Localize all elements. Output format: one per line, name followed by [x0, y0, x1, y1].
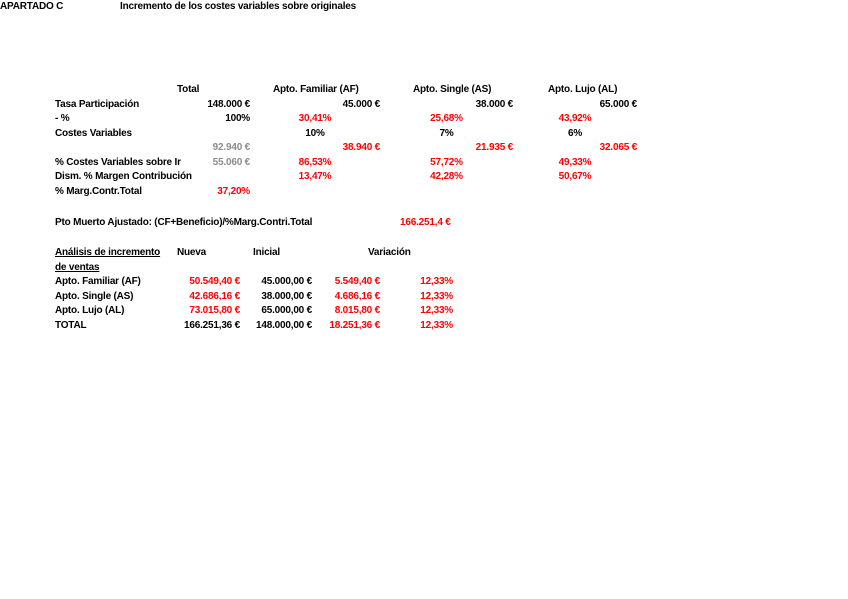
cell-as: 57,72%	[430, 156, 463, 168]
row-label: Apto. Lujo (AL)	[55, 305, 125, 316]
empty-cell	[250, 185, 380, 200]
cell-nueva: 50.549,40 €	[189, 276, 240, 287]
column-header-variacion: Variación	[368, 247, 411, 258]
empty-cell	[380, 261, 453, 276]
cell-as: 38.000 €	[475, 98, 514, 110]
cell-variacion-pct: 12,33%	[420, 305, 453, 316]
cell-total: 148.000 €	[207, 98, 250, 110]
cell-al: 50,67%	[558, 171, 592, 182]
cell-al: 6%	[567, 127, 583, 139]
cell-total: 37,20%	[217, 185, 250, 197]
column-header-nueva: Nueva	[177, 247, 207, 258]
cell-total: 100%	[225, 113, 250, 124]
cell-af: 38.940 €	[342, 142, 381, 153]
column-header-af: Apto. Familiar (AF)	[273, 84, 359, 95]
cell-variacion-eur: 4.686,16 €	[334, 290, 380, 302]
empty-cell	[312, 261, 380, 276]
row-label: Tasa Participación	[55, 98, 140, 110]
row-label: Apto. Single (AS)	[55, 290, 134, 302]
cell-inicial: 65.000,00 €	[261, 305, 312, 316]
cell-al: 49,33%	[558, 156, 592, 168]
cell-nueva: 166.251,36 €	[184, 319, 240, 331]
empty-cell	[240, 261, 312, 276]
costs-table: Total Apto. Familiar (AF) Apto. Single (…	[55, 83, 637, 199]
cell-nueva: 73.015,80 €	[189, 305, 240, 316]
cell-variacion-pct: 12,33%	[420, 319, 453, 331]
empty-cell	[177, 261, 240, 276]
section-title: Incremento de los costes variables sobre…	[120, 1, 357, 12]
cell-al: 43,92%	[558, 113, 592, 124]
cell-nueva: 42.686,16 €	[189, 290, 240, 302]
cell-variacion-pct: 12,33%	[420, 276, 453, 287]
cell-total: 55.060 €	[212, 156, 251, 168]
column-header-total: Total	[177, 84, 200, 95]
breakeven-line: Pto Muerto Ajustado: (CF+Beneficio)/%Mar…	[0, 216, 848, 231]
cell-as: 7%	[439, 127, 454, 139]
row-label: Costes Variables	[55, 127, 132, 139]
row-label: TOTAL	[55, 319, 87, 331]
empty-cell	[513, 185, 637, 200]
cell-af: 45.000 €	[342, 98, 381, 110]
sales-increase-table: Análisis de incremento Nueva Inicial Var…	[55, 246, 453, 333]
empty-cell	[380, 185, 513, 200]
breakeven-value: 166.251,4 €	[400, 217, 451, 228]
column-header-al: Apto. Lujo (AL)	[548, 84, 618, 95]
cell-as: 21.935 €	[475, 142, 514, 153]
cell-variacion-pct: 12,33%	[420, 290, 453, 302]
column-header-inicial: Inicial	[253, 247, 280, 258]
row-label: % Marg.Contr.Total	[55, 185, 142, 197]
cell-af: 30,41%	[298, 113, 332, 124]
empty-cell	[55, 83, 177, 98]
cell-inicial: 38.000,00 €	[261, 290, 312, 302]
row-label: % Costes Variables sobre Ir	[55, 156, 181, 168]
cell-total	[177, 170, 250, 185]
section-header: APARTADO C Incremento de los costes vari…	[0, 0, 848, 15]
cell-af: 10%	[305, 127, 325, 139]
cell-inicial: 45.000,00 €	[261, 276, 312, 287]
cell-al: 32.065 €	[599, 142, 638, 153]
cell-inicial: 148.000,00 €	[256, 319, 312, 331]
cell-af: 13,47%	[298, 171, 332, 182]
section-label: APARTADO C	[0, 1, 64, 12]
cell-variacion-eur: 8.015,80 €	[334, 305, 380, 316]
breakeven-label: Pto Muerto Ajustado: (CF+Beneficio)/%Mar…	[55, 217, 313, 228]
row-label: Apto. Familiar (AF)	[55, 276, 141, 287]
cell-al: 65.000 €	[599, 98, 638, 110]
cell-as: 42,28%	[430, 171, 463, 182]
table-title-line1: Análisis de incremento	[55, 247, 161, 258]
cell-variacion-eur: 18.251,36 €	[329, 319, 380, 331]
column-header-as: Apto. Single (AS)	[413, 84, 492, 95]
cell-as: 25,68%	[430, 113, 463, 124]
table-title-line2: de ventas	[55, 261, 100, 273]
cell-total	[177, 127, 250, 142]
row-label: Dism. % Margen Contribución	[55, 171, 192, 182]
row-label	[55, 141, 177, 156]
empty-cell	[380, 246, 453, 261]
row-label: - %	[55, 113, 70, 124]
cell-total: 92.940 €	[212, 142, 251, 153]
cell-variacion-eur: 5.549,40 €	[334, 276, 380, 287]
cell-af: 86,53%	[298, 156, 332, 168]
